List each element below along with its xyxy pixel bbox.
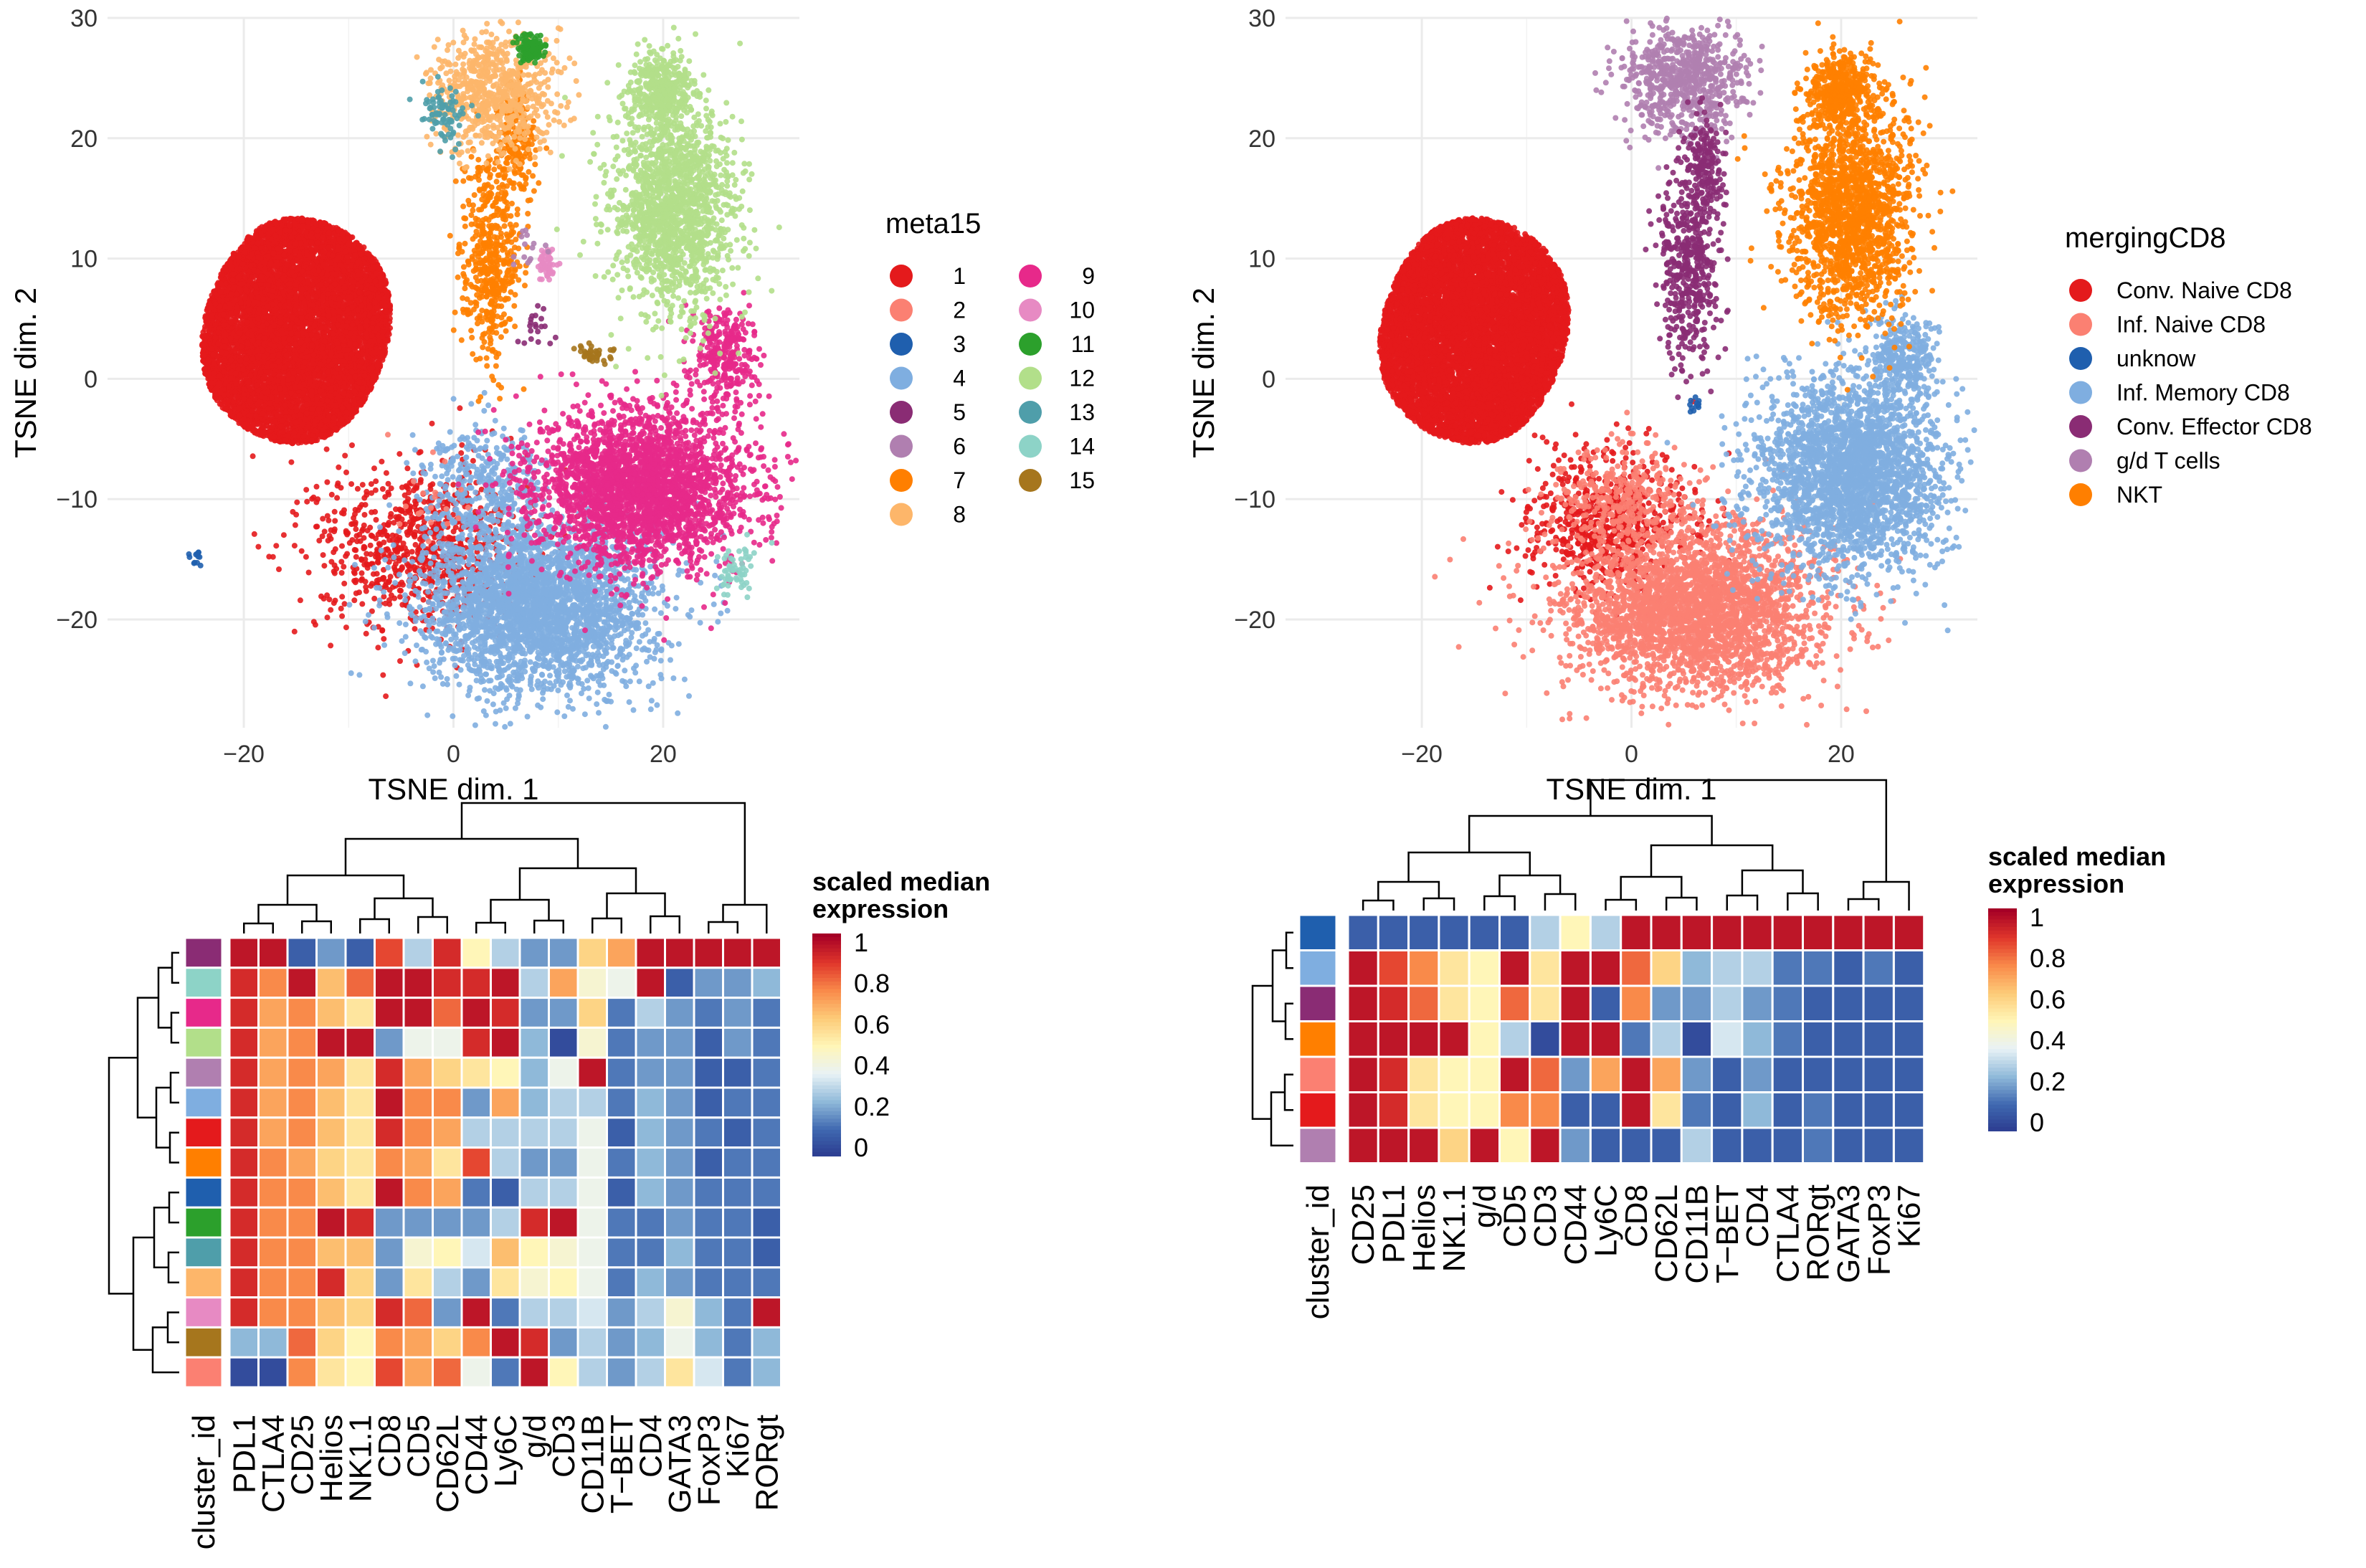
point-cluster-1 [199, 215, 394, 447]
points [186, 19, 799, 730]
